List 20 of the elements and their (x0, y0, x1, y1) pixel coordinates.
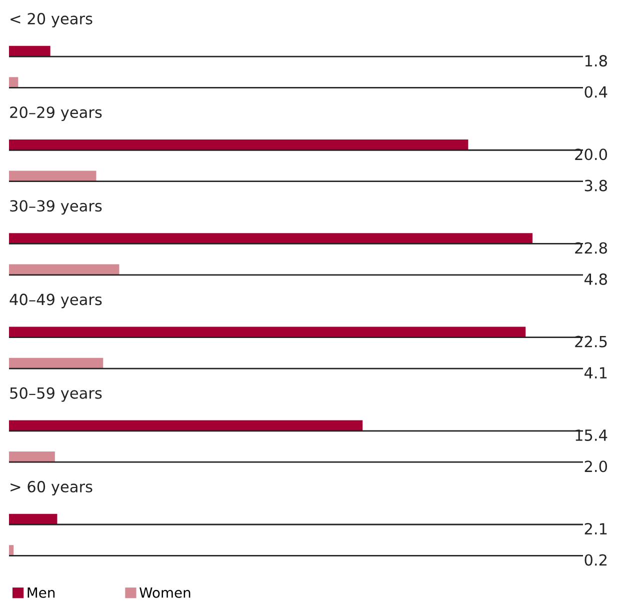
data-label: 2.0 (584, 460, 608, 472)
legend-label: Women (140, 588, 190, 598)
data-label: 3.8 (584, 180, 607, 192)
data-label: 4.8 (584, 273, 607, 285)
data-label: 2.1 (584, 523, 607, 534)
y-tick-label: 30–39 years (10, 200, 102, 215)
legend-label: Men (28, 588, 55, 598)
data-label: 1.8 (585, 55, 607, 67)
data-label: 20.0 (575, 148, 608, 160)
y-tick-label: > 60 years (10, 480, 92, 496)
y-tick-label: 40–49 years (10, 294, 102, 308)
data-label: 0.4 (584, 86, 608, 98)
data-label: 15.4 (576, 430, 608, 441)
y-tick-label: 50–59 years (10, 387, 102, 402)
data-label: 0.2 (584, 554, 606, 566)
data-label: 4.1 (584, 367, 607, 378)
y-tick-label: < 20 years (10, 12, 92, 28)
data-label: 22.5 (575, 336, 607, 348)
y-tick-label: 20–29 years (10, 106, 102, 122)
data-label: 22.8 (575, 242, 607, 254)
